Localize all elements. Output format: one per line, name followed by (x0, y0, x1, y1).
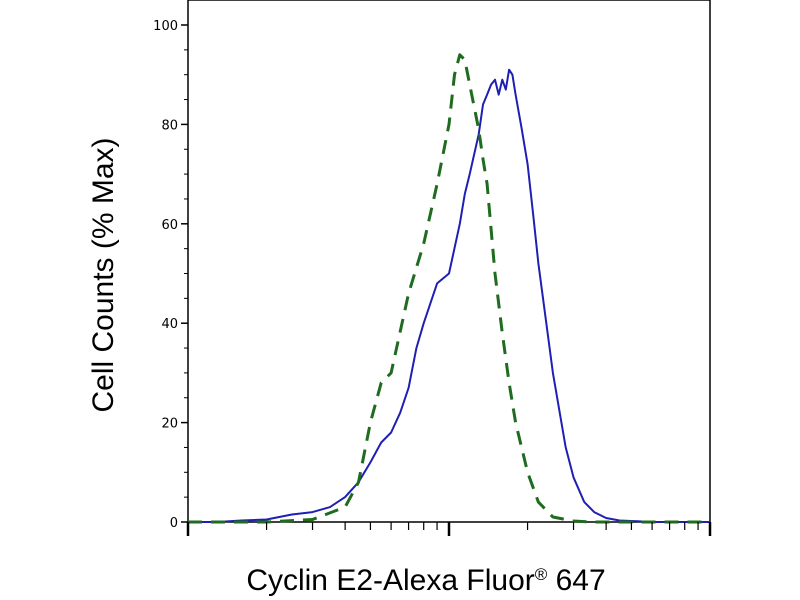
x-axis-title-main: Cyclin E2-Alexa Fluor (246, 564, 534, 597)
y-tick-label: 60 (161, 218, 178, 233)
x-axis-title: Cyclin E2-Alexa Fluor® 647 (246, 564, 605, 597)
y-tick-label: 80 (161, 118, 178, 133)
plot-frame (187, 0, 711, 523)
y-tick-label: 0 (170, 516, 178, 531)
x-axis-title-sup: ® (535, 565, 548, 584)
x-axis-ticks (186, 522, 712, 536)
x-axis-title-suffix: 647 (547, 564, 605, 597)
series-line-dashed (188, 53, 710, 524)
y-tick-label: 40 (161, 317, 178, 332)
series-layer (188, 53, 710, 524)
y-tick-label: 20 (161, 417, 178, 432)
y-tick-label: 100 (153, 19, 178, 34)
y-axis-title: Cell Counts (% Max) (87, 137, 120, 412)
y-axis-ticks: 0 20 40 60 80 100 (153, 19, 188, 531)
